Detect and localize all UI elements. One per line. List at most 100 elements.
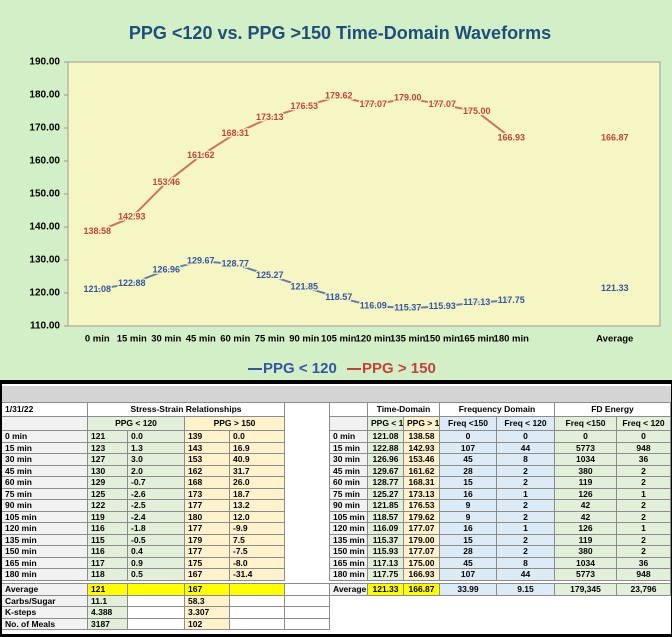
value-cell: 175 [185,557,230,569]
data-label: 179.00 [394,93,422,103]
value-cell: 2 [617,534,671,546]
value-cell: 116 [88,546,128,558]
value-cell: 36 [617,454,671,466]
y-tick-label: 150.00 [29,189,60,200]
value-cell: 121.33 [368,584,404,596]
value-cell: 115.37 [368,534,404,546]
row-label: 75 min [2,488,88,500]
value-cell: 948 [617,569,671,581]
value-cell: 3187 [88,618,128,630]
value-cell: 3.0 [128,454,185,466]
data-label: 117.75 [498,295,525,305]
chart: PPG <120 vs. PPG >150 Time-Domain Wavefo… [0,0,672,380]
column-header: Freq <150 [555,417,617,431]
column-header: PPG > 150 [185,417,285,431]
row-label: 150 min [330,546,368,558]
row-label: 180 min [330,569,368,581]
empty-cell [285,607,330,619]
value-cell: 138.58 [404,431,440,443]
data-label: 138.58 [83,226,111,236]
row-label: No. of Meals [2,618,88,630]
value-cell: 0.0 [230,431,285,443]
chart-title: PPG <120 vs. PPG >150 Time-Domain Wavefo… [129,23,551,43]
data-label: 175.00 [463,106,491,116]
value-cell: 2 [617,546,671,558]
group-header: FD Energy [555,403,671,417]
value-cell: 2 [497,500,555,512]
column-header: PPG < 120 [368,417,404,431]
value-cell: 2 [617,511,671,523]
data-label: 126.96 [152,264,180,274]
value-cell: 5773 [555,569,617,581]
value-cell: 121.85 [368,500,404,512]
row-label: 165 min [330,557,368,569]
value-cell: 167 [185,569,230,581]
value-cell: 23,796 [617,584,671,596]
row-label: 165 min [2,557,88,569]
value-cell: 2 [497,546,555,558]
value-cell: 380 [555,465,617,477]
data-label: 179.62 [325,91,353,101]
value-cell: 153 [185,454,230,466]
x-tick-label: Average [596,334,633,345]
value-cell: 121 [88,584,128,596]
value-cell: -2.5 [128,500,185,512]
value-cell: 173.13 [404,488,440,500]
value-cell: 166.87 [404,584,440,596]
x-tick-label: 165 min [459,334,495,345]
data-label: 128.77 [221,258,249,268]
value-cell: 45 [440,557,497,569]
value-cell: 127 [88,454,128,466]
y-tick-label: 120.00 [29,288,60,299]
value-cell: 44 [497,442,555,454]
value-cell: 107 [440,569,497,581]
y-tick-label: 110.00 [30,321,60,332]
value-cell: 42 [555,500,617,512]
row-label: 60 min [2,477,88,489]
data-label: 121.85 [290,281,318,291]
value-cell: 0.5 [128,569,185,581]
value-cell: 126 [555,523,617,535]
legend-label: PPG > 150 [362,360,436,377]
value-cell: 116.09 [368,523,404,535]
data-label: 121.08 [83,284,111,294]
value-cell: 122.88 [368,442,404,454]
value-cell: 139 [185,431,230,443]
value-cell: -2.6 [128,488,185,500]
value-cell: -31.4 [230,569,285,581]
legend-label: PPG < 120 [263,360,337,377]
value-cell: 1034 [555,557,617,569]
y-tick-label: 170.00 [29,123,60,134]
value-cell: 129.67 [368,465,404,477]
data-label: 117.13 [463,297,490,307]
data-label: 118.57 [325,292,352,302]
value-cell: 2 [497,511,555,523]
x-tick-label: 15 min [117,334,147,345]
empty-cell [2,417,88,431]
value-cell: 11.1 [88,595,128,607]
row-label: 90 min [2,500,88,512]
row-label: 30 min [2,454,88,466]
data-label: 173.13 [256,112,284,122]
value-cell: 3.307 [185,607,230,619]
row-label: 180 min [2,569,88,581]
data-label: 176.53 [290,101,318,111]
value-cell: 1 [497,488,555,500]
value-cell: 28 [440,465,497,477]
empty-cell [230,618,285,630]
y-tick-label: 190.00 [29,57,60,68]
empty-cell [128,607,185,619]
data-label: 177.07 [359,99,387,109]
empty-cell [285,595,330,607]
empty-cell [128,595,185,607]
value-cell: 2 [617,500,671,512]
value-cell: 115 [88,534,128,546]
value-cell: 1.3 [128,442,185,454]
value-cell: 168.31 [404,477,440,489]
row-label: 150 min [2,546,88,558]
value-cell: 2 [497,465,555,477]
value-cell: 118.57 [368,511,404,523]
data-label: 125.27 [256,270,284,280]
value-cell: 2 [497,477,555,489]
value-cell: 177 [185,523,230,535]
